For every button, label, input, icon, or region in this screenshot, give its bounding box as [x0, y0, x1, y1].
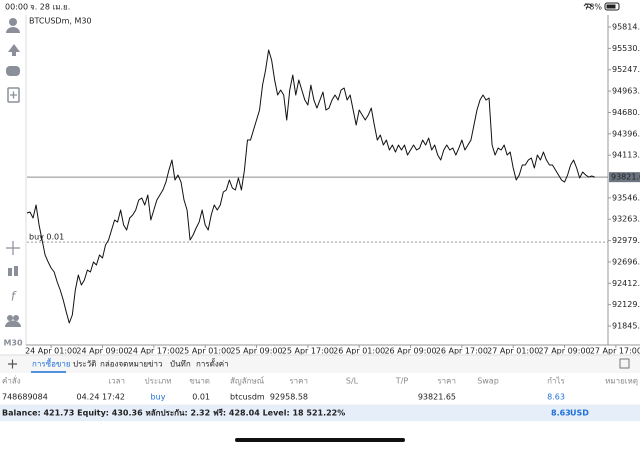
column-header: คำสั่ง: [2, 375, 21, 386]
timeframe-button[interactable]: M30: [3, 339, 23, 348]
current-price-label: 93821.65: [611, 173, 640, 182]
tabs-bar: [0, 355, 640, 373]
column-header: ประเภท: [145, 377, 172, 386]
cell: 0.01: [192, 393, 210, 402]
left-toolbar: f M30: [3, 18, 23, 348]
column-header: ราคา: [437, 377, 456, 386]
column-header: T/P: [395, 377, 409, 386]
column-header: S/L: [346, 377, 359, 386]
chart-type-icon[interactable]: [8, 268, 12, 276]
chat-icon[interactable]: [6, 66, 20, 76]
positions-table: คำสั่ง เวลา ประเภท ขนาด สัญลักษณ์ ราคา S/L T/P ร…: [0, 375, 640, 406]
layout-icon[interactable]: [619, 358, 630, 369]
add-button[interactable]: [8, 359, 17, 369]
column-header: สัญลักษณ์: [230, 376, 265, 386]
y-tick-label: 94396.90: [612, 129, 640, 138]
y-tick-label: 95530.70: [612, 44, 640, 53]
objects-icon-body: [5, 320, 21, 327]
chart-type-icon-bar: [14, 266, 18, 276]
column-header: เวลา: [108, 377, 125, 386]
x-tick-label: 26 Apr 17:00: [436, 347, 488, 356]
tab[interactable]: การซื้อขาย: [32, 358, 71, 369]
y-tick-label: 92129.30: [612, 300, 640, 309]
column-header: กำไร: [547, 377, 565, 386]
wifi-icon: [583, 3, 593, 9]
position-label: buy 0.01: [29, 233, 64, 242]
x-tick-label: 25 Apr 09:00: [230, 347, 282, 356]
indicators-icon[interactable]: f: [11, 290, 17, 304]
column-header: หมายเหตุ: [605, 377, 638, 386]
objects-icon-b: [13, 315, 19, 321]
y-tick-label: 92412.75: [612, 279, 640, 288]
objects-icon[interactable]: [7, 315, 13, 321]
x-tick-label: 24 Apr 01:00: [25, 347, 77, 356]
battery-level: 78%: [584, 3, 602, 12]
cell: 92958.58: [270, 393, 308, 402]
status-time: 00:00: [5, 3, 28, 12]
tab[interactable]: ข่าว: [148, 360, 162, 369]
tab[interactable]: การตั้งค่า: [196, 358, 229, 369]
tab[interactable]: ประวัติ: [73, 360, 96, 369]
summary-bar: [0, 405, 640, 421]
battery-icon: [604, 2, 620, 11]
trade-icon[interactable]: [8, 44, 20, 56]
summary-profit: 8.63: [551, 409, 571, 418]
y-tick-label: 95814.15: [612, 23, 640, 32]
crosshair-icon[interactable]: [6, 241, 20, 255]
cell: 748689084: [2, 393, 48, 402]
current-price-box: [609, 172, 640, 183]
chart-title: BTCUSDm, M30: [29, 17, 92, 26]
cell: 04.24 17:42: [77, 393, 126, 402]
x-tick-label: 26 Apr 09:00: [384, 347, 436, 356]
y-tick-label: 95247.25: [612, 65, 640, 74]
x-tick-label: 24 Apr 17:00: [128, 347, 180, 356]
cell: 8.63: [547, 393, 565, 402]
column-header: ราคา: [289, 377, 308, 386]
x-tick-label: 26 Apr 01:00: [333, 347, 385, 356]
x-tick-label: 27 Apr 17:00: [590, 347, 640, 356]
x-tick-label: 27 Apr 01:00: [487, 347, 539, 356]
summary-text: Balance: 421.73 Equity: 430.36 หลักประกั…: [2, 408, 345, 418]
y-tick-label: 92979.65: [612, 236, 640, 245]
plot: 91845.85 92129.30 92412.75 92696.20 92979.65…: [25, 23, 640, 356]
cell: 93821.65: [418, 393, 456, 402]
battery-fill: [606, 4, 616, 9]
column-header: Swap: [477, 377, 499, 386]
y-tick-label: 91845.85: [612, 322, 640, 331]
column-header: ขนาด: [189, 377, 210, 386]
new-order-plus: [10, 91, 17, 99]
account-icon-body: [6, 27, 20, 33]
cell: buy: [151, 393, 166, 402]
cell: btcusdm: [230, 393, 265, 402]
y-tick-label: 94963.80: [612, 87, 640, 96]
tab[interactable]: กล่องจดหมาย: [100, 360, 148, 369]
summary-currency: USD: [570, 409, 589, 418]
tab[interactable]: บันทึก: [170, 360, 191, 369]
y-tick-label: 94680.35: [612, 108, 640, 117]
price-line: [26, 49, 595, 324]
new-order-icon[interactable]: [7, 87, 20, 103]
x-tick-label: 24 Apr 09:00: [76, 347, 128, 356]
y-tick-label: 94113.45: [612, 151, 640, 160]
account-icon[interactable]: [9, 18, 17, 26]
y-tick-label: 93263.10: [612, 215, 640, 224]
tabs: การซื้อขาย ประวัติ กล่องจดหมาย ข่าว บันทึก กา…: [31, 358, 229, 373]
x-tick-label: 25 Apr 17:00: [282, 347, 334, 356]
status-date: จ. 28 เม.ย.: [30, 3, 70, 12]
x-tick-label: 25 Apr 01:00: [179, 347, 231, 356]
x-tick-label: 27 Apr 09:00: [538, 347, 590, 356]
home-indicator: [235, 438, 405, 442]
y-tick-label: 92696.20: [612, 257, 640, 266]
y-tick-label: 93546.55: [612, 193, 640, 202]
